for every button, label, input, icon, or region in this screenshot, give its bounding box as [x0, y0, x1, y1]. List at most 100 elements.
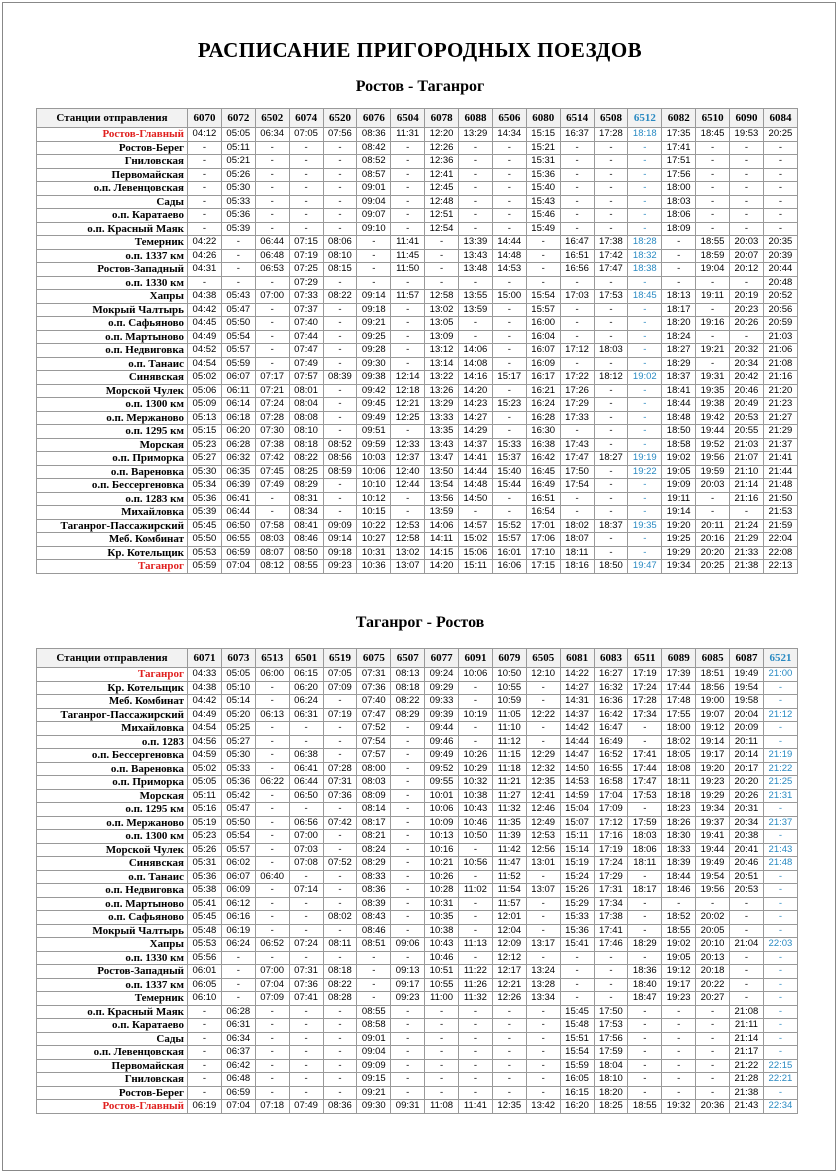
time-cell: 21:48 [762, 478, 799, 493]
time-cell: - [288, 1031, 324, 1046]
time-cell: 10:50 [458, 829, 493, 844]
column-header: 6091 [458, 648, 493, 668]
time-cell: 16:32 [593, 680, 629, 695]
time-cell: 08:06 [322, 235, 358, 250]
station-name: о.п. Мержаново [36, 410, 188, 425]
column-header: 6501 [288, 648, 324, 668]
time-cell: 08:55 [288, 559, 324, 574]
time-cell: 12:53 [525, 829, 561, 844]
station-name: о.п. Мартыново [36, 329, 188, 344]
time-cell: - [254, 1031, 290, 1046]
time-cell: 05:57 [220, 343, 256, 358]
station-name: Ростов-Берег [36, 140, 188, 155]
time-cell: - [424, 1085, 459, 1100]
time-cell: 06:59 [220, 545, 256, 560]
time-cell: 07:19 [322, 707, 358, 722]
time-cell: 11:18 [491, 761, 527, 776]
time-cell: - [627, 194, 663, 209]
time-cell: 05:31 [187, 856, 222, 871]
time-cell: 10:28 [424, 883, 459, 898]
time-cell: 16:21 [525, 383, 561, 398]
station-row: о.п. Недвиговка 04:52 05:57-07:47-09:28-13… [36, 343, 799, 358]
time-cell: - [254, 167, 290, 182]
time-cell: - [390, 424, 426, 439]
time-cell: 08:55 [356, 1004, 392, 1019]
time-cell: - [390, 815, 426, 830]
station-row: о.п. 1337 км 04:26-06:48 07:19 08:10-11:45-… [36, 248, 799, 263]
time-cell: 20:19 [729, 289, 764, 304]
station-name: о.п. Мержаново [36, 815, 188, 830]
time-cell: - [322, 869, 358, 884]
time-cell: 06:31 [288, 707, 324, 722]
time-cell: 06:38 [288, 748, 324, 763]
time-cell: 10:59 [491, 694, 527, 709]
time-cell: 12:35 [491, 1099, 527, 1114]
time-cell: 11:45 [390, 248, 426, 263]
time-cell: 16:05 [559, 1072, 595, 1087]
time-cell: - [627, 140, 663, 155]
time-cell: 20:44 [762, 262, 799, 277]
time-cell: - [695, 181, 730, 196]
time-cell: 20:25 [762, 127, 799, 142]
station-row: о.п. 1300 км 05:09 06:14 07:24 08:04-09:45 12… [36, 397, 799, 412]
time-cell: 17:59 [627, 815, 663, 830]
time-cell: 15:31 [525, 154, 561, 169]
time-cell: - [322, 505, 358, 520]
time-cell: 21:16 [762, 370, 799, 385]
time-cell: 06:34 [254, 127, 290, 142]
time-cell: 06:48 [254, 248, 290, 263]
time-cell: - [627, 869, 663, 884]
time-cell: - [695, 1018, 730, 1033]
time-cell: - [254, 1072, 290, 1087]
time-cell: 11:54 [491, 883, 527, 898]
time-cell: 13:43 [458, 248, 493, 263]
time-cell: 13:02 [390, 545, 426, 560]
time-cell: 22:13 [762, 559, 799, 574]
time-cell: 07:00 [254, 964, 290, 979]
time-cell: 18:48 [661, 410, 697, 425]
time-cell: - [424, 1031, 459, 1046]
time-cell: - [322, 829, 358, 844]
station-name: Таганрог [36, 559, 188, 574]
column-header: 6506 [491, 108, 527, 128]
time-cell: - [593, 545, 629, 560]
time-cell: 14:23 [458, 397, 493, 412]
time-cell: 20:32 [729, 343, 764, 358]
time-cell: 16:45 [525, 464, 561, 479]
time-cell: 07:25 [288, 262, 324, 277]
time-cell: 09:10 [356, 221, 392, 236]
time-cell: - [559, 964, 595, 979]
time-cell: - [254, 842, 290, 857]
time-cell: 21:14 [729, 1031, 764, 1046]
time-cell: - [627, 316, 663, 331]
time-cell: 19:49 [729, 667, 764, 682]
time-cell: 17:38 [593, 910, 629, 925]
time-cell: - [254, 680, 290, 695]
time-cell: 19:20 [695, 761, 730, 776]
time-cell: 10:27 [356, 532, 392, 547]
time-cell: - [559, 316, 595, 331]
station-name: Кр. Котельщик [36, 545, 188, 560]
time-cell: 09:04 [356, 194, 392, 209]
time-cell: 08:04 [288, 397, 324, 412]
time-cell: 09:14 [322, 532, 358, 547]
time-cell: - [559, 221, 595, 236]
time-cell: - [458, 1085, 493, 1100]
time-cell: - [254, 896, 290, 911]
time-cell: - [593, 532, 629, 547]
time-cell: 12:51 [424, 208, 459, 223]
time-cell: 08:22 [288, 451, 324, 466]
time-cell: 05:27 [220, 734, 256, 749]
time-cell: - [390, 761, 426, 776]
time-cell: - [458, 154, 493, 169]
time-cell: 08:22 [322, 289, 358, 304]
time-cell: - [356, 262, 392, 277]
station-row: Таганрог 04:33 05:05 06:00 06:15 07:05 07:31 08… [36, 667, 799, 682]
time-cell: 08:01 [288, 383, 324, 398]
time-cell: - [458, 1031, 493, 1046]
time-cell: - [762, 208, 799, 223]
time-cell: - [187, 1031, 222, 1046]
time-cell: 14:44 [458, 464, 493, 479]
time-cell: 18:07 [559, 532, 595, 547]
time-cell: 18:09 [661, 221, 697, 236]
